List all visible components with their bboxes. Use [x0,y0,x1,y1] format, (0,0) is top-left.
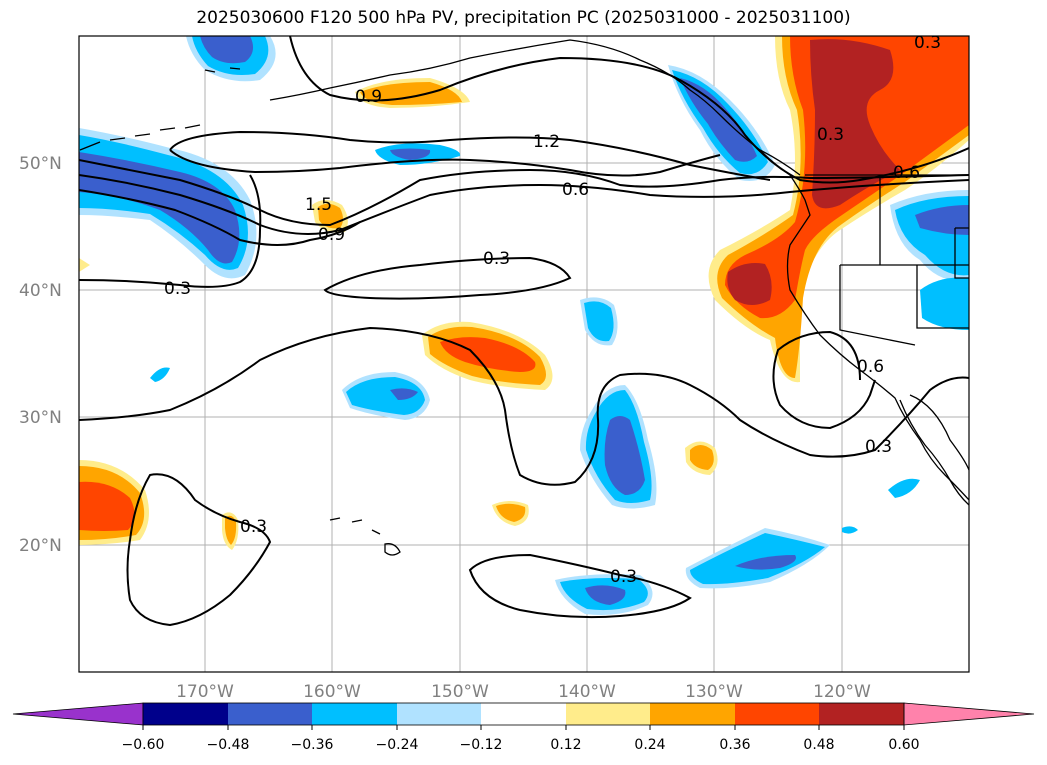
latitude-labels: 50°N 40°N 30°N 20°N [19,154,62,556]
baja-coast [899,394,969,506]
alaska-coast [269,39,801,176]
lat-label-50n: 50°N [19,154,62,174]
lat-label-40n: 40°N [19,281,62,301]
colorbar-tick-label: 0.24 [634,737,665,753]
colorbar-segment [819,703,904,725]
precip-neg-138w-core [604,416,645,495]
colorbar-segment [566,703,650,725]
precip-neg-bottom-right-mid [690,533,825,585]
colorbar-extend-low [12,702,144,726]
precip-pos-bottom-left-core [79,481,135,531]
precip-neg-140w-core [584,301,614,342]
contour-label: 1.5 [305,195,332,215]
contour-label: 0.9 [318,225,345,245]
colorbar-tick-label: 0.60 [888,737,919,753]
precip-pos-coast-core-south [727,263,772,305]
canada-coast [759,149,969,501]
precip-neg-bottom-center-core [585,585,626,605]
contour-0.3-big [79,326,969,486]
precip-neg-nw-core [680,78,757,162]
precip-pos-center-core [440,337,536,372]
map-frame [78,35,970,673]
contour-0.3-west [79,174,262,288]
contour-labels: 0.9 1.2 0.6 1.5 0.9 0.3 0.3 0.3 0.6 0.3 … [164,33,941,587]
precip-pos-coast-core-north [810,39,900,209]
colorbar-tick-label: 0.48 [803,737,834,753]
colorbar-segment [397,703,481,725]
lon-label-120w: 120°W [813,682,871,702]
precip-pos-edge-left [79,258,90,272]
lon-label-160w: 160°W [303,682,361,702]
colorbar-ticks [142,725,905,730]
contour-0.9-north [289,36,969,184]
contour-label: 0.3 [164,279,191,299]
contour-0.6-se [772,330,876,430]
contour-label: 0.3 [610,567,637,587]
contour-label: 0.6 [857,357,884,377]
precip-neg-dot-174w [150,367,170,382]
colorbar-tick-label: −0.48 [207,737,250,753]
pv-contours [79,36,969,627]
contour-1.5 [79,159,969,227]
lat-label-20n: 20°N [19,536,62,556]
precip-neg-155w-core [390,388,418,400]
precip-neg-155w-mid [346,377,425,415]
precip-neg-right-lower [920,277,969,330]
colorbar-tick-label: −0.12 [460,737,503,753]
colorbar-segment [650,703,735,725]
colorbar-segment [735,703,819,725]
colorbar-frame [142,702,905,726]
contour-label: 0.3 [817,125,844,145]
lon-label-150w: 150°W [431,682,489,702]
colorbar-tick-label: −0.60 [122,737,165,753]
colorbar-segment [228,703,312,725]
contour-0.6 [79,174,969,235]
hawaii [329,517,401,556]
colorbar-tick-label: 0.36 [719,737,750,753]
colorbar-segment [481,703,566,725]
map-area: 0.9 1.2 0.6 1.5 0.9 0.3 0.3 0.3 0.6 0.3 … [79,33,969,672]
aleutians [79,67,241,151]
contour-0.9 [79,189,361,246]
precip-neg-far-right-small [888,478,920,498]
colorbar-tick-label: 0.12 [550,737,581,753]
longitude-labels: 170°W 160°W 150°W 140°W 130°W 120°W [176,682,871,702]
lon-label-170w: 170°W [176,682,234,702]
contour-0.3-south [468,553,692,619]
precip-neg-bottom-right-core [735,555,796,570]
precip-neg-center-top-core [390,148,431,160]
contour-1.2-lower [169,149,721,177]
contour-label: 0.9 [355,87,382,107]
colorbar: −0.60 −0.48 −0.36 −0.24 −0.12 0.12 0.24 … [12,702,1035,753]
colorbar-segment [143,703,228,725]
contour-label: 0.3 [865,437,892,457]
contour-label: 0.3 [483,249,510,269]
contour-label: 0.6 [893,163,920,183]
precip-neg-top-left-core [200,36,254,64]
precip-pos-168w-core [225,515,237,545]
precip-pos-130w-core [690,445,714,470]
lon-label-140w: 140°W [558,682,616,702]
precip-pos-145w-core [496,503,526,522]
precip-neg-bottom-right-small [842,526,858,534]
contour-1.2 [169,130,771,181]
precip-neg-left-core [79,152,240,264]
lat-label-30n: 30°N [19,408,62,428]
contour-0.3-sw [126,473,272,627]
colorbar-extend-high [903,702,1035,726]
map-title: 2025030600 F120 500 hPa PV, precipitatio… [196,8,851,28]
colorbar-tick-label: −0.36 [291,737,334,753]
contour-label: 1.2 [533,132,560,152]
colorbar-segment [312,703,397,725]
contour-0.3-closed-center [323,256,572,300]
lon-label-130w: 130°W [685,682,743,702]
contour-label: 0.6 [562,180,589,200]
colorbar-tick-label: −0.24 [376,737,419,753]
contour-label: 0.3 [914,33,941,53]
contour-label: 0.3 [240,517,267,537]
